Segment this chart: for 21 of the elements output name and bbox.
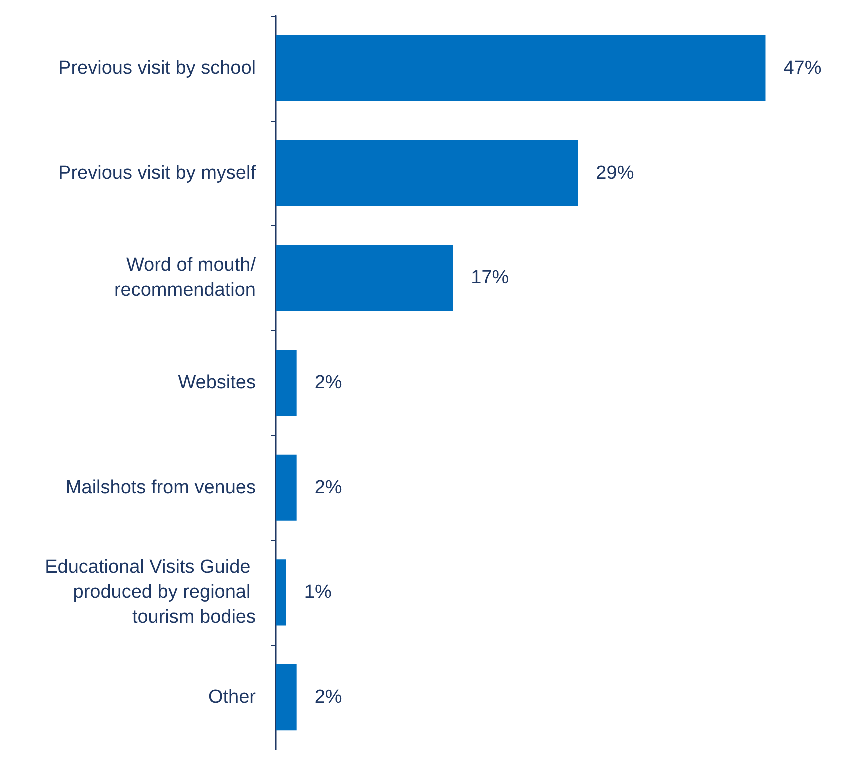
bar [276,350,297,416]
data-label: 47% [784,58,822,79]
y-tick-label: Previous visit by school [58,58,256,79]
data-label: 2% [314,687,342,708]
data-label: 1% [304,582,332,604]
y-tick-label: Educational Visits Guide produced by regional tourism bodies [45,557,256,628]
bar [276,35,766,102]
data-label: 29% [596,162,634,184]
data-label: 17% [471,268,510,289]
y-tick-label: Other [208,687,257,708]
data-label: 2% [314,477,342,498]
bar [276,560,286,626]
bar [276,454,297,521]
data-label: 2% [314,372,342,394]
bar [276,245,454,312]
bar [276,140,578,206]
y-tick-label: Websites [178,372,256,394]
y-tick-label: Previous visit by myself [58,162,257,184]
y-tick-label: Mailshots from venues [66,477,256,498]
bar [276,664,297,731]
y-tick-label: Word of mouth/recommendation [114,255,257,302]
